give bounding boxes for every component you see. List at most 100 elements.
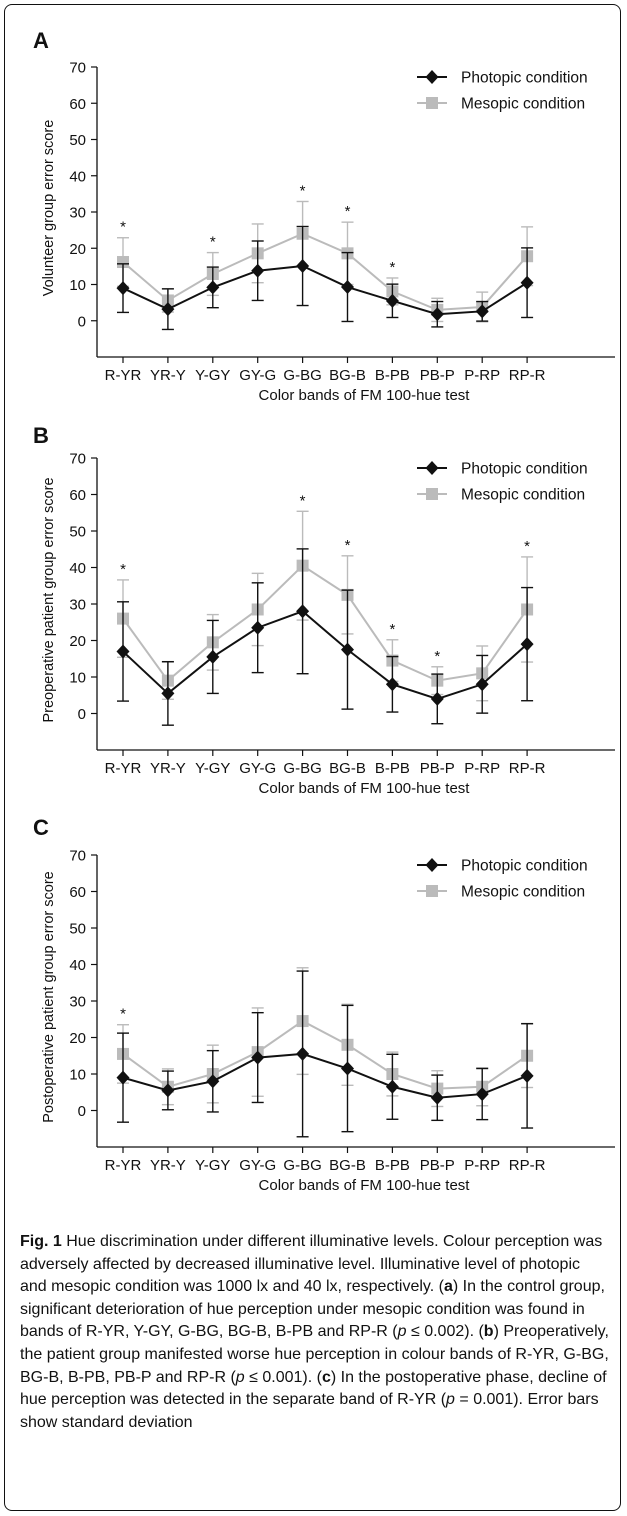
caption-panel-b-ref: b [483,1323,494,1341]
data-point [475,304,489,319]
significance-asterisk: * [434,648,440,665]
y-tick-label: 0 [78,313,86,330]
significance-asterisk: * [300,182,306,199]
data-point [296,259,310,274]
y-tick-label: 30 [69,994,86,1011]
caption-text-1: Colour perception was adversely affected… [20,1233,603,1296]
x-tick-label: BG-B [329,367,366,384]
y-tick-label: 40 [69,560,86,577]
caption-p-symbol: p [397,1323,407,1341]
x-tick-label: G-BG [283,367,321,384]
data-point [206,280,220,295]
y-axis-label: Postoperative patient group error score [41,871,57,1122]
caption-text-7: = 0.001). Error bars show standard devia… [20,1391,599,1431]
significance-asterisk: * [389,621,395,638]
legend: Photopic condition Mesopic condition [417,858,588,901]
chart-panel-a: A 0 10 20 30 40 50 60 70 Volunteer group error sc… [33,28,615,404]
series-line [122,1019,528,1090]
legend-label-mesopic: Mesopic condition [461,487,585,504]
series-line [122,610,528,700]
x-tick-label: G-BG [283,1157,321,1174]
series-line [122,564,528,683]
y-tick-label: 0 [78,1103,86,1120]
x-tick-label: R-YR [105,1157,142,1174]
legend-label-mesopic: Mesopic condition [461,96,585,113]
legend: Photopic condition Mesopic condition [417,70,588,113]
y-tick-label: 10 [69,1067,86,1084]
data-point [520,637,534,652]
caption-figure-label: Fig. 1 [20,1233,62,1250]
data-point [430,307,444,322]
data-point [161,1083,175,1098]
y-tick-label: 30 [69,597,86,614]
y-tick-label: 50 [69,132,86,149]
significance-asterisk: * [300,492,306,509]
panel-letter: C [33,815,49,840]
data-point [206,649,220,664]
data-point [116,644,130,659]
y-tick-label: 60 [69,884,86,901]
panel-letter: B [33,423,49,448]
legend-label-photopic: Photopic condition [461,70,588,87]
data-point [520,1068,534,1083]
figure-caption: Fig. 1 Hue discrimination under differen… [20,1231,610,1434]
panel-letter: A [33,28,49,53]
caption-text-4: ) Preoperatively, the patient group mani… [20,1323,609,1386]
significance-asterisk: * [120,1006,126,1023]
chart-panel-c: C 0 10 20 30 40 50 60 70 Postoperative patient gr… [33,815,615,1194]
data-point [296,604,310,619]
x-tick-label: P-RP [464,760,500,777]
x-tick-label: BG-B [329,760,366,777]
photopic-series [116,548,534,726]
data-point [296,1046,310,1061]
significance-asterisk: * [120,561,126,578]
caption-text-3: ≤ 0.002). ( [406,1323,484,1341]
data-point [116,281,130,296]
y-tick-label: 10 [69,277,86,294]
data-point [385,293,399,308]
data-point [475,1087,489,1102]
y-tick-label: 30 [69,205,86,222]
x-axis-label: Color bands of FM 100-hue test [259,780,471,797]
x-axis-label: Color bands of FM 100-hue test [259,1177,471,1194]
caption-p-symbol: p [235,1368,245,1386]
x-tick-label: YR-Y [150,367,186,384]
y-tick-label: 50 [69,921,86,938]
x-tick-label: B-PB [375,760,410,777]
x-tick-label: RP-R [509,760,546,777]
x-tick-label: G-BG [283,760,321,777]
data-point [341,642,354,657]
caption-text-5: ≤ 0.001). ( [244,1368,322,1386]
legend-marker-mesopic [426,885,438,897]
y-tick-label: 60 [69,96,86,113]
legend-label-photopic: Photopic condition [461,858,588,875]
x-tick-label: GY-G [239,1157,276,1174]
data-point [116,1070,130,1085]
series-line [122,232,528,311]
data-point [251,263,265,278]
y-tick-label: 50 [69,524,86,541]
x-tick-label: PB-P [420,367,455,384]
data-point [161,302,175,317]
x-tick-label: PB-P [420,760,455,777]
y-tick-label: 40 [69,168,86,185]
significance-asterisk: * [389,259,395,276]
x-tick-label: YR-Y [150,760,186,777]
significance-asterisk: * [210,234,216,251]
legend-marker-photopic [425,461,439,475]
x-tick-label: B-PB [375,1157,410,1174]
x-tick-label: PB-P [420,1157,455,1174]
y-tick-label: 0 [78,706,86,723]
y-tick-label: 10 [69,670,86,687]
y-tick-label: 20 [69,1030,86,1047]
x-tick-label: RP-R [509,367,546,384]
data-point [475,677,489,692]
data-point [341,280,354,295]
x-tick-label: YR-Y [150,1157,186,1174]
caption-text-2: ) In the control group, significant dete… [20,1278,605,1341]
y-tick-label: 20 [69,241,86,258]
x-tick-label: R-YR [105,760,142,777]
legend-marker-photopic [425,70,439,84]
data-point [520,275,534,290]
significance-asterisk: * [524,538,530,555]
